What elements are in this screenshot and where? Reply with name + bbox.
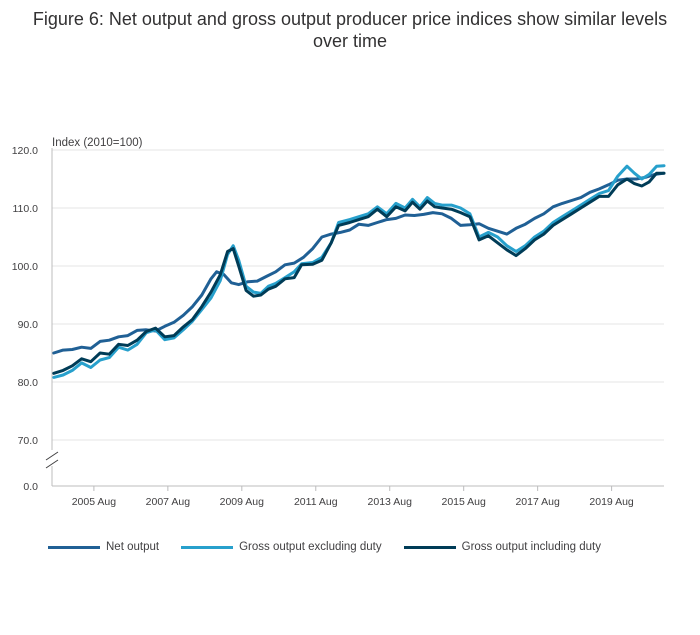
y-tick-label: 90.0: [18, 319, 39, 331]
gridlines: [52, 149, 664, 487]
y-tick-label: 0.0: [23, 481, 38, 493]
legend-item-gross-output-excluding-duty: Gross output excluding duty: [181, 541, 382, 553]
legend-label: Gross output including duty: [461, 541, 601, 553]
y-tick-label: 110.0: [13, 203, 39, 215]
legend-item-net-output: Net output: [48, 541, 159, 553]
legend-item-gross-output-including-duty: Gross output including duty: [403, 541, 601, 553]
x-tick-label: 2013 Aug: [368, 496, 413, 508]
legend: Net output Gross output excluding duty G…: [48, 541, 601, 553]
axis-break-mark: [45, 459, 59, 469]
axes: [45, 148, 613, 491]
y-tick-label: 100.0: [12, 261, 38, 273]
axis-break-mark: [45, 451, 59, 461]
series-lines: [52, 164, 666, 379]
x-tick-label: 2017 Aug: [515, 496, 560, 508]
x-tick-label: 2009 Aug: [220, 496, 265, 508]
series-line-gross-output-excluding-duty: [52, 164, 666, 379]
x-tick-label: 2005 Aug: [72, 496, 117, 508]
x-tick-label: 2011 Aug: [294, 496, 338, 508]
legend-swatch: [403, 545, 456, 549]
legend-label: Net output: [106, 541, 160, 553]
x-tick-labels: 2005 Aug 2007 Aug 2009 Aug 2011 Aug 2013 Aug…: [72, 496, 634, 508]
legend-swatch: [48, 545, 100, 549]
x-tick-label: 2015 Aug: [441, 496, 486, 508]
y-tick-label: 120.0: [12, 145, 38, 157]
chart-title: Figure 6: Net output and gross output pr…: [32, 9, 668, 51]
y-tick-labels: 0.0 70.0 80.0 90.0 100.0 110.0 120.0: [12, 145, 38, 493]
series-line-net-output: [52, 171, 666, 355]
y-axis-label: Index (2010=100): [52, 137, 143, 149]
series-line-gross-output-including-duty: [52, 171, 666, 375]
x-tick-label: 2007 Aug: [146, 496, 191, 508]
x-tick-label: 2019 Aug: [589, 496, 634, 508]
y-tick-label: 80.0: [18, 377, 39, 389]
legend-label: Gross output excluding duty: [239, 541, 382, 553]
legend-swatch: [181, 545, 234, 549]
y-tick-label: 70.0: [18, 435, 39, 447]
